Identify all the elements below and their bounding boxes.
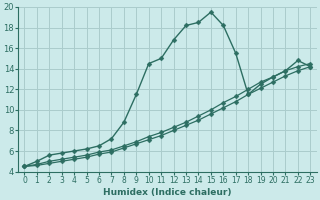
X-axis label: Humidex (Indice chaleur): Humidex (Indice chaleur) <box>103 188 232 197</box>
